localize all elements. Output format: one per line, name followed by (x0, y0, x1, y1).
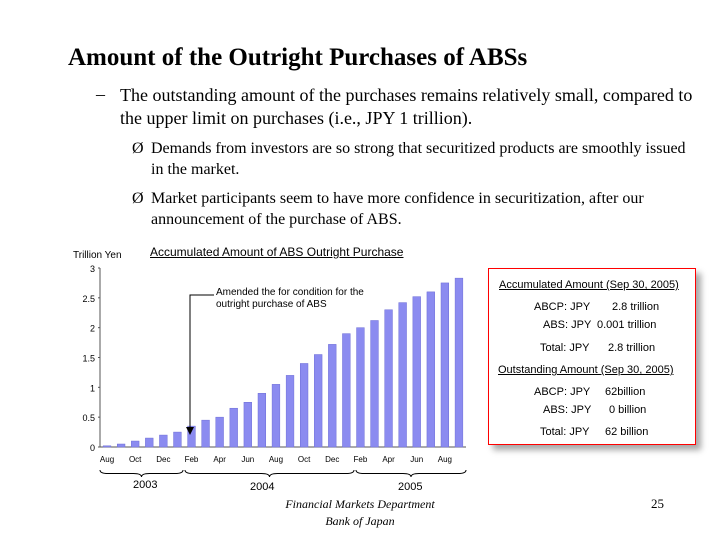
abs-purchase-chart: 3 2.5 2 1.5 1 0.5 0 Aug Oct Dec Feb Apr Jun Aug Oct Dec… (82, 264, 467, 478)
x-tick-label: Aug (438, 455, 452, 464)
bar (243, 402, 252, 448)
footer-department: Financial Markets Department (285, 497, 435, 511)
bar (314, 354, 323, 448)
year-label-2004: 2004 (250, 481, 275, 493)
brace-2004 (184, 469, 355, 478)
bar (229, 407, 238, 448)
bar (285, 375, 295, 448)
bullet-text: Market participants seem to have more co… (151, 190, 644, 228)
y-axis-label: Trillion Yen (73, 250, 122, 261)
bar (412, 296, 421, 448)
subtitle-text: The outstanding amount of the purchases … (120, 85, 693, 128)
bar (215, 416, 224, 448)
x-tick-label: Feb (185, 455, 199, 464)
y-tick-label: 2.5 (82, 294, 95, 304)
outstanding-total-label: Total: JPY (540, 426, 590, 438)
x-tick-label: Jun (241, 455, 254, 464)
bar (116, 443, 126, 448)
outstanding-abs-value: 0 billion (609, 404, 647, 416)
outstanding-abcp-label: ABCP: JPY (534, 386, 591, 398)
brace-2003 (99, 469, 184, 478)
year-label-2003: 2003 (133, 479, 158, 491)
y-tick-label: 0 (90, 443, 95, 453)
bar (299, 363, 309, 448)
bar (384, 309, 393, 448)
x-tick-label: Aug (100, 455, 114, 464)
chart-title: Accumulated Amount of ABS Outright Purch… (150, 245, 404, 259)
arrow-bullet-icon: Ø (132, 140, 144, 157)
outstanding-abcp-value: 62billion (605, 386, 646, 398)
page-number: 25 (651, 496, 664, 511)
bar (370, 320, 379, 448)
y-tick-label: 0.5 (82, 413, 95, 423)
y-tick-label: 3 (90, 264, 95, 274)
x-tick-label: Apr (213, 455, 226, 464)
x-tick-label: Jun (410, 455, 423, 464)
bar (328, 344, 337, 448)
annotation-arrow (189, 294, 214, 428)
bar (201, 419, 210, 448)
x-tick-label: Oct (129, 455, 142, 464)
bar (102, 445, 112, 448)
y-tick-label: 2 (90, 324, 95, 334)
bar (454, 277, 464, 448)
bar (440, 282, 450, 448)
bar (159, 434, 168, 448)
arrow-bullet-icon: Ø (132, 190, 144, 207)
y-tick-label: 1 (90, 383, 95, 393)
brace-2005 (355, 469, 467, 478)
year-label-2005: 2005 (398, 481, 423, 493)
abcp-label: ABCP: JPY (534, 301, 591, 313)
x-tick-label: Feb (354, 455, 368, 464)
bar (271, 384, 281, 448)
footer-bank: Bank of Japan (325, 514, 395, 528)
abs-value: 0.001 trillion (597, 319, 657, 331)
slide-title: Amount of the Outright Purchases of ABSs (68, 44, 528, 71)
bar (187, 425, 196, 448)
y-tick-label: 1.5 (82, 354, 95, 364)
total-label: Total: JPY (540, 342, 590, 354)
total-value: 2.8 trillion (608, 342, 656, 354)
dash-marker: – (96, 84, 105, 104)
abcp-value: 2.8 trillion (612, 301, 660, 313)
bar (426, 291, 435, 448)
outstanding-abs-label: ABS: JPY (543, 404, 592, 416)
bar (398, 302, 407, 448)
x-tick-label: Dec (156, 455, 170, 464)
bar (356, 327, 365, 448)
x-tick-label: Oct (298, 455, 311, 464)
accumulated-heading: Accumulated Amount (Sep 30, 2005) (499, 279, 679, 291)
bar (131, 440, 140, 448)
footer: Financial Markets Department Bank of Jap… (250, 496, 470, 530)
bar (173, 431, 182, 448)
abs-label: ABS: JPY (543, 319, 592, 331)
bar (145, 437, 154, 448)
amendment-annotation: Amended the for condition for the outrig… (216, 287, 364, 310)
summary-box: Accumulated Amount (Sep 30, 2005) ABCP: … (488, 268, 696, 445)
annotation-arrowhead (186, 427, 194, 435)
x-tick-label: Dec (325, 455, 339, 464)
bar (342, 333, 351, 448)
x-tick-label: Aug (269, 455, 283, 464)
outstanding-total-value: 62 billion (605, 426, 649, 438)
outstanding-heading: Outstanding Amount (Sep 30, 2005) (498, 364, 674, 376)
bar (257, 393, 267, 448)
x-tick-label: Apr (382, 455, 395, 464)
bullet-text: Demands from investors are so strong tha… (151, 140, 686, 178)
